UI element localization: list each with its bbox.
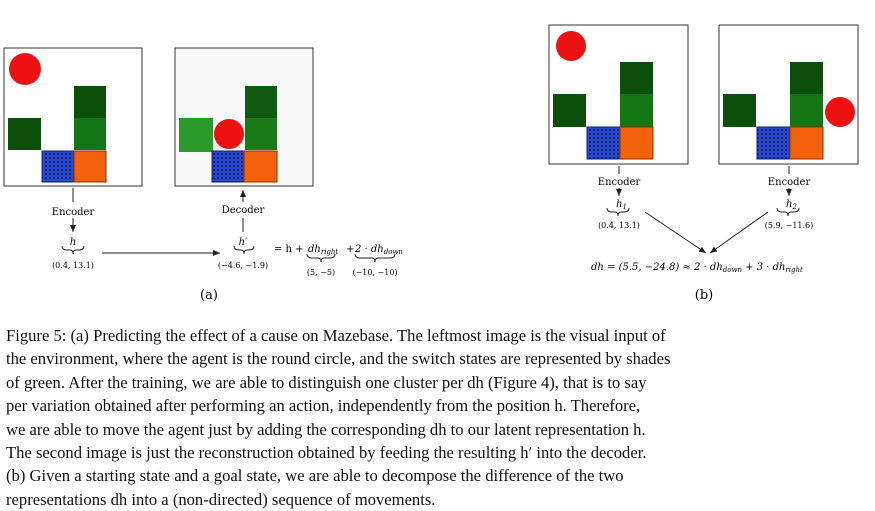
agent-circle [9,53,41,85]
figure-caption: Figure 5: (a) Predicting the effect of a… [6,324,872,511]
caption-line: of green. After the training, we are abl… [6,372,647,392]
brace-hprime [233,245,255,255]
h1-symbol: h1 [616,199,627,211]
h2-value: (5.9, −11.6) [765,221,814,230]
brace-dh-right [306,253,336,263]
caption-line: Figure 5: (a) Predicting the effect of a… [6,326,666,345]
caption-line: (b) Given a starting state and a goal st… [6,466,624,486]
dh-decomposition: dh = (5.5, −24.8) ≈ 2 · dhdown + 3 · dhr… [591,262,803,274]
equation-prefix: = h + [274,244,304,255]
caption-line: representations dh into a (non-directed)… [6,489,436,509]
panel-label-a: (a) [200,288,218,303]
dh-down-term: 2 · dhdown [354,244,403,256]
agent-circle [556,31,586,61]
plus-sign: + [346,244,354,255]
panel-label-b: (b) [695,288,713,303]
hprime-symbol: h′ [239,237,248,248]
maze-start-image [548,24,689,165]
h1-value: (0.4, 13.1) [598,221,640,230]
dh-right-term: dhright [308,244,338,256]
caption-line: we are able to move the agent just by ad… [6,419,646,439]
maze-reconstruction-image [174,47,314,187]
brace-h [61,245,85,255]
dh-down-value: (−10, −10) [352,268,397,277]
agent-circle [214,119,244,149]
encoder-label-a: Encoder [52,207,95,218]
agent-circle [825,97,855,127]
hprime-value: (−4.6, −1.9) [218,261,268,270]
maze-input-image [3,47,143,187]
maze-goal-image [718,24,859,165]
encoder-label-b2: Encoder [768,177,811,188]
encoder-label-b1: Encoder [598,177,641,188]
decoder-label-a: Decoder [222,205,265,216]
dh-right-value: (5, −5) [307,268,335,277]
caption-line: The second image is just the reconstruct… [6,443,647,463]
brace-dh-down [354,253,396,263]
caption-line: the environment, where the agent is the … [6,349,671,369]
figure-canvas: Encoder Decoder h (0.4, 13.1) h′ (−4.6, … [3,24,859,303]
h2-symbol: h2 [786,199,797,211]
h-symbol: h [70,237,76,248]
h-value: (0.4, 13.1) [52,261,94,270]
caption-line: per variation obtained after performing … [6,396,641,416]
